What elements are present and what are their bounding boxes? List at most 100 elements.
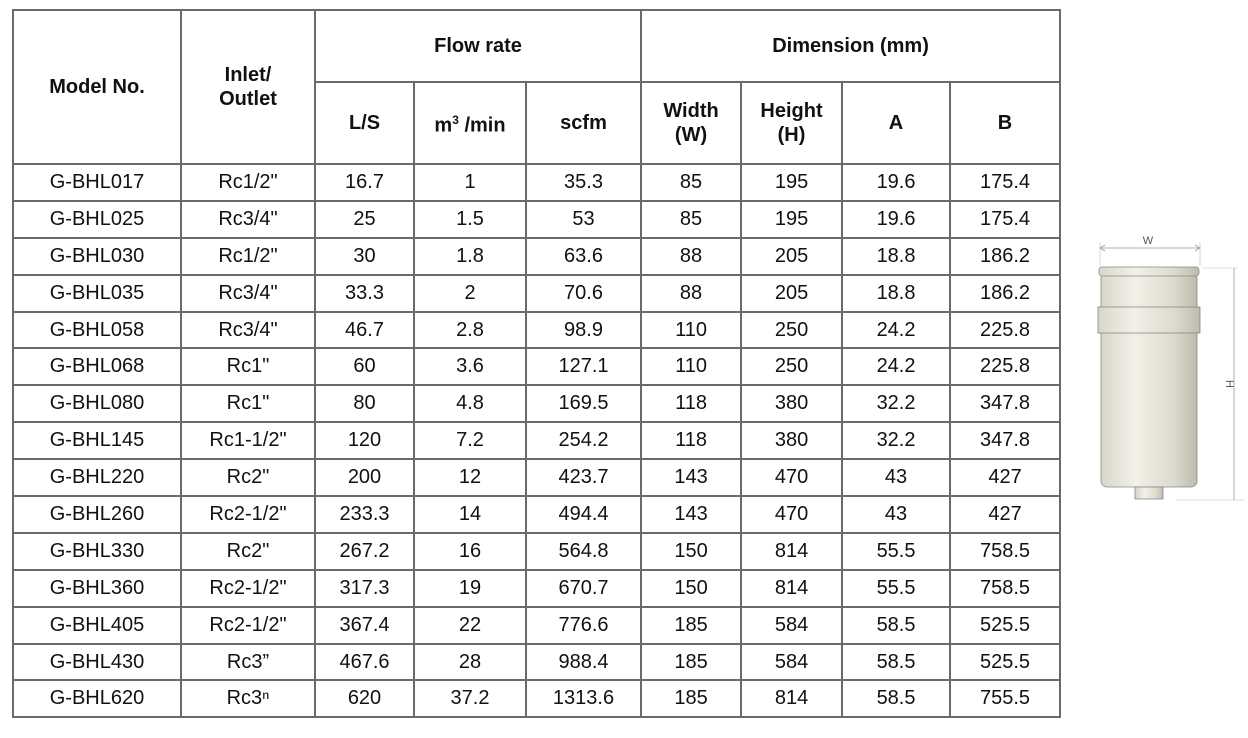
cell-height: 380 <box>740 384 844 424</box>
cell-flow-m3-min: 12 <box>413 458 527 498</box>
cell-height: 195 <box>740 163 844 202</box>
cell-model-no: G-BHL405 <box>12 605 182 645</box>
cell-dim-b: 175.4 <box>949 163 1062 202</box>
cell-width: 150 <box>640 531 743 571</box>
header-m3-min: m3 /min <box>413 81 527 165</box>
cell-inlet-outlet: Rc2" <box>180 458 316 498</box>
table-row: G-BHL017 Rc1/2" 16.7 1 35.3 85 195 19.6 175.4 <box>12 163 1062 202</box>
cell-dim-a: 55.5 <box>841 568 952 608</box>
cell-flow-m3-min: 16 <box>413 531 527 571</box>
cell-dim-a: 18.8 <box>841 236 952 276</box>
cell-dim-a: 58.5 <box>841 679 952 719</box>
cell-dim-b: 347.8 <box>949 384 1062 424</box>
cell-flow-scfm: 988.4 <box>524 642 643 682</box>
cell-inlet-outlet: Rc3” <box>180 642 316 682</box>
cell-width: 143 <box>640 458 743 498</box>
cell-dim-a: 19.6 <box>841 163 952 202</box>
cell-flow-ls: 367.4 <box>314 605 415 645</box>
cell-dim-a: 43 <box>841 495 952 534</box>
cell-model-no: G-BHL220 <box>12 458 182 498</box>
cell-width: 85 <box>640 163 743 202</box>
table-row: G-BHL145 Rc1-1/2" 120 7.2 254.2 118 380 32.2 347… <box>12 421 1062 461</box>
cell-height: 814 <box>740 531 844 571</box>
cell-height: 205 <box>740 236 844 276</box>
cell-inlet-outlet: Rc3ⁿ <box>180 679 316 719</box>
cell-flow-ls: 30 <box>314 236 415 276</box>
cell-dim-b: 225.8 <box>949 310 1062 350</box>
cell-dim-b: 427 <box>949 495 1062 534</box>
cell-flow-m3-min: 1.8 <box>413 236 527 276</box>
cell-height: 195 <box>740 199 844 239</box>
filter-housing-diagram: W H <box>1080 222 1248 522</box>
cell-flow-ls: 120 <box>314 421 415 461</box>
cell-width: 150 <box>640 568 743 608</box>
cell-height: 470 <box>740 458 844 498</box>
cell-dim-b: 186.2 <box>949 273 1062 313</box>
cell-model-no: G-BHL068 <box>12 347 182 387</box>
cell-flow-m3-min: 37.2 <box>413 679 527 719</box>
cell-flow-ls: 267.2 <box>314 531 415 571</box>
table-row: G-BHL080 Rc1" 80 4.8 169.5 118 380 32.2 347.8 <box>12 384 1062 424</box>
cell-flow-scfm: 127.1 <box>524 347 643 387</box>
cell-inlet-outlet: Rc1" <box>180 384 316 424</box>
cell-flow-scfm: 423.7 <box>524 458 643 498</box>
cell-dim-b: 525.5 <box>949 642 1062 682</box>
cell-dim-a: 32.2 <box>841 384 952 424</box>
cell-dim-b: 755.5 <box>949 679 1062 719</box>
cell-inlet-outlet: Rc2-1/2" <box>180 605 316 645</box>
cell-flow-scfm: 1313.6 <box>524 679 643 719</box>
cell-flow-scfm: 70.6 <box>524 273 643 313</box>
cell-flow-m3-min: 2.8 <box>413 310 527 350</box>
cell-flow-scfm: 670.7 <box>524 568 643 608</box>
cell-height: 250 <box>740 347 844 387</box>
cell-flow-scfm: 254.2 <box>524 421 643 461</box>
header-height: Height (H) <box>740 81 844 165</box>
cell-flow-scfm: 169.5 <box>524 384 643 424</box>
cell-flow-ls: 16.7 <box>314 163 415 202</box>
cell-flow-ls: 317.3 <box>314 568 415 608</box>
cell-width: 110 <box>640 310 743 350</box>
cell-flow-m3-min: 3.6 <box>413 347 527 387</box>
cell-height: 814 <box>740 568 844 608</box>
table-row: G-BHL030 Rc1/2" 30 1.8 63.6 88 205 18.8 186.2 <box>12 236 1062 276</box>
cell-model-no: G-BHL145 <box>12 421 182 461</box>
cell-flow-ls: 33.3 <box>314 273 415 313</box>
table-row: G-BHL620 Rc3ⁿ 620 37.2 1313.6 185 814 58.5 755.5 <box>12 679 1062 719</box>
cell-flow-ls: 46.7 <box>314 310 415 350</box>
cell-dim-b: 175.4 <box>949 199 1062 239</box>
cell-flow-ls: 233.3 <box>314 495 415 534</box>
cell-model-no: G-BHL035 <box>12 273 182 313</box>
cell-model-no: G-BHL620 <box>12 679 182 719</box>
table-row: G-BHL068 Rc1" 60 3.6 127.1 110 250 24.2 225.8 <box>12 347 1062 387</box>
cell-height: 814 <box>740 679 844 719</box>
cell-model-no: G-BHL080 <box>12 384 182 424</box>
cell-height: 205 <box>740 273 844 313</box>
cell-dim-b: 347.8 <box>949 421 1062 461</box>
cell-flow-ls: 467.6 <box>314 642 415 682</box>
cell-dim-a: 43 <box>841 458 952 498</box>
cell-inlet-outlet: Rc3/4" <box>180 273 316 313</box>
cell-inlet-outlet: Rc1" <box>180 347 316 387</box>
cell-dim-a: 24.2 <box>841 310 952 350</box>
cell-dim-a: 19.6 <box>841 199 952 239</box>
table-row: G-BHL025 Rc3/4" 25 1.5 53 85 195 19.6 175.4 <box>12 199 1062 239</box>
header-dimension: Dimension (mm) <box>640 9 1062 83</box>
cell-dim-a: 32.2 <box>841 421 952 461</box>
cell-model-no: G-BHL430 <box>12 642 182 682</box>
filter-housing-drawing: W H <box>1097 235 1244 501</box>
cell-flow-scfm: 35.3 <box>524 163 643 202</box>
table-body: G-BHL017 Rc1/2" 16.7 1 35.3 85 195 19.6 175.4 G-B… <box>12 163 1062 719</box>
cell-inlet-outlet: Rc1/2" <box>180 163 316 202</box>
spec-table: Model No. Inlet/ Outlet Flow rate Dimens… <box>12 9 1062 719</box>
cell-model-no: G-BHL030 <box>12 236 182 276</box>
cell-height: 470 <box>740 495 844 534</box>
cell-model-no: G-BHL058 <box>12 310 182 350</box>
cell-flow-ls: 25 <box>314 199 415 239</box>
cell-flow-m3-min: 19 <box>413 568 527 608</box>
cell-flow-m3-min: 28 <box>413 642 527 682</box>
header-flow-rate: Flow rate <box>313 9 643 83</box>
cell-flow-scfm: 53 <box>524 199 643 239</box>
cell-flow-ls: 620 <box>314 679 415 719</box>
cell-flow-m3-min: 4.8 <box>413 384 527 424</box>
cell-inlet-outlet: Rc2" <box>180 531 316 571</box>
